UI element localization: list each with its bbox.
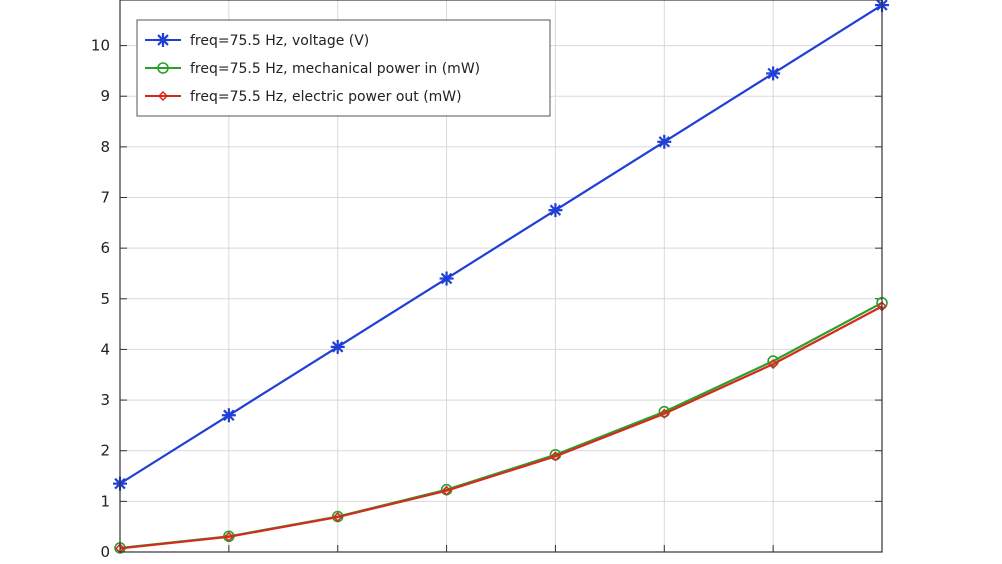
legend-marker-diamond-icon	[157, 90, 169, 102]
legend-label-voltage: freq=75.5 Hz, voltage (V)	[190, 33, 369, 49]
y-tick-label: 10	[91, 37, 110, 55]
data-point-electric-power	[550, 451, 561, 462]
data-point-voltage	[766, 66, 781, 81]
y-tick-label: 2	[100, 442, 110, 460]
y-tick-label: 8	[100, 138, 110, 156]
data-point-voltage	[548, 203, 563, 218]
y-tick-label: 7	[100, 189, 110, 207]
data-point-voltage	[657, 134, 672, 149]
legend-marker-circle-icon	[157, 62, 169, 74]
legend-marker-shape	[156, 33, 170, 47]
legend-marker-asterisk-icon	[156, 33, 170, 47]
data-point-electric-power	[659, 408, 670, 419]
y-tick-label: 9	[100, 87, 110, 105]
series-line-electric-power	[119, 305, 883, 550]
legend-label-electric-power: freq=75.5 Hz, electric power out (mW)	[190, 89, 462, 105]
legend: freq=75.5 Hz, voltage (V) freq=75.5 Hz, …	[136, 19, 551, 117]
data-point-voltage	[330, 339, 345, 354]
legend-box	[136, 19, 551, 117]
data-point-electric-power	[441, 485, 452, 496]
data-point-voltage	[221, 408, 236, 423]
data-point-electric-power	[223, 531, 234, 542]
series-line-voltage	[119, 4, 883, 485]
legend-marker-shape	[157, 62, 169, 74]
y-tick-label: 1	[100, 492, 110, 510]
y-tick-label: 4	[100, 340, 110, 358]
legend-label-mechanical-power: freq=75.5 Hz, mechanical power in (mW)	[190, 61, 480, 77]
data-point-electric-power	[768, 359, 779, 370]
legend-marker-shape	[157, 90, 169, 102]
y-tick-label: 3	[100, 391, 110, 409]
legend-item-mechanical-power: freq=75.5 Hz, mechanical power in (mW)	[145, 61, 480, 77]
y-tick-label: 6	[100, 239, 110, 257]
legend-item-electric-power: freq=75.5 Hz, electric power out (mW)	[145, 89, 462, 105]
legend-item-voltage: freq=75.5 Hz, voltage (V)	[145, 33, 369, 49]
y-tick-label: 5	[100, 290, 110, 308]
data-point-electric-power	[332, 511, 343, 523]
data-point-voltage	[439, 271, 454, 286]
y-tick-label: 0	[100, 543, 110, 561]
plot-frame	[119, 0, 883, 553]
